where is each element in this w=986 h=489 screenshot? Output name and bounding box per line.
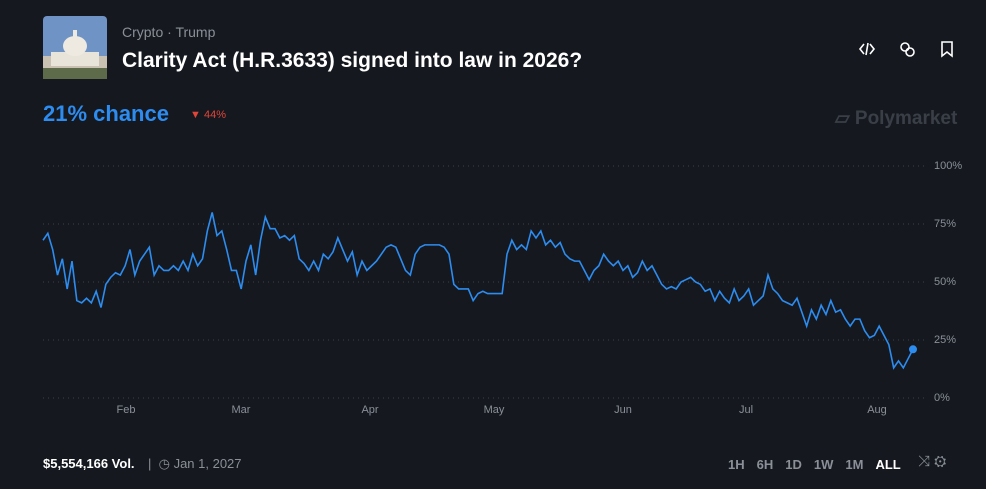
change: ▼ 44% — [190, 109, 226, 121]
x-tick-label: May — [484, 404, 505, 416]
market-title: Clarity Act (H.R.3633) signed into law i… — [122, 49, 583, 72]
toolbar — [858, 41, 953, 58]
brand-name: Polymarket — [854, 108, 958, 129]
settings[interactable]: ⤨ ⚙ — [918, 453, 947, 470]
range-button[interactable]: 6H — [756, 457, 774, 472]
link-button[interactable] — [900, 42, 910, 52]
bookmark-button[interactable] — [941, 41, 953, 58]
range-selector: 1H 6H 1D 1W 1M ALL — [716, 456, 901, 474]
chart: 0% 25% 50% 75% 100% Feb Mar Apr May Jun Jul Aug — [42, 160, 962, 416]
chance: 21% chance — [43, 101, 169, 126]
x-tick-label: Jul — [739, 404, 753, 416]
change-value: 44% — [203, 109, 226, 121]
x-tick-label: Feb — [117, 404, 136, 416]
end-date-group: | ◷ Jan 1, 2027 — [148, 456, 242, 471]
y-tick-label: 75% — [934, 218, 956, 230]
range-button[interactable]: 1D — [785, 457, 802, 472]
x-tick-label: Jun — [614, 404, 632, 416]
brand-logo: ▱ Polymarket — [835, 108, 958, 129]
link-button-part — [905, 47, 915, 57]
range-button[interactable]: ALL — [875, 457, 901, 472]
breadcrumbs: Crypto · Trump — [122, 24, 216, 40]
breadcrumb[interactable]: Trump — [175, 24, 216, 40]
range-button[interactable]: 1W — [813, 457, 834, 472]
x-tick-label: Aug — [867, 404, 887, 416]
y-tick-label: 100% — [934, 160, 962, 172]
line — [42, 212, 914, 370]
range-button[interactable]: 1M — [845, 457, 864, 472]
volume: $5,554,166 Vol. — [43, 456, 135, 471]
last-point — [909, 345, 917, 354]
range-button[interactable]: 1H — [728, 457, 745, 472]
breadcrumb[interactable]: Crypto — [122, 24, 164, 40]
x-tick-label: Mar — [232, 404, 251, 416]
market-image — [43, 16, 107, 79]
x-tick-label: Apr — [361, 404, 378, 416]
embed-button[interactable] — [858, 42, 876, 56]
y-tick-label: 0% — [934, 392, 950, 404]
y-tick-label: 50% — [934, 276, 956, 288]
end-date: Jan 1, 2027 — [173, 456, 242, 471]
y-tick-label: 25% — [934, 334, 956, 346]
